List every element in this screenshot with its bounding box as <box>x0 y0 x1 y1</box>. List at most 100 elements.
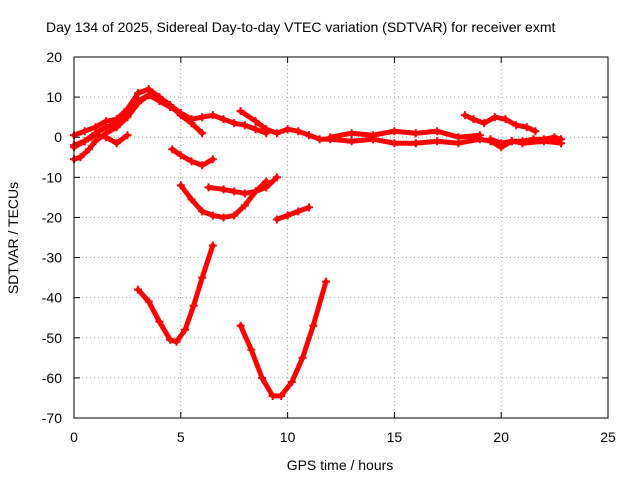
data-point <box>240 189 249 198</box>
data-point <box>187 195 196 204</box>
data-point <box>189 301 198 310</box>
y-tick-label: -60 <box>42 370 62 386</box>
data-point <box>84 145 93 154</box>
data-point <box>531 127 540 136</box>
data-point <box>230 187 239 196</box>
data-point <box>347 129 356 138</box>
data-point <box>390 127 399 136</box>
y-tick-label: -20 <box>42 209 62 225</box>
data-point <box>272 215 281 224</box>
data-point <box>268 391 277 400</box>
data-point <box>230 119 239 128</box>
data-point <box>512 121 521 130</box>
data-point <box>490 113 499 122</box>
data-point <box>176 109 185 118</box>
data-point <box>236 107 245 116</box>
data-point <box>230 211 239 220</box>
data-point <box>326 133 335 142</box>
data-point <box>294 127 303 136</box>
series-arc-9 <box>135 243 216 345</box>
data-point <box>240 201 249 210</box>
data-point <box>501 115 510 124</box>
data-point <box>236 321 245 330</box>
series-arc-13 <box>462 112 538 134</box>
data-point <box>272 173 281 182</box>
data-point <box>134 89 143 98</box>
data-point <box>198 207 207 216</box>
y-tick-label: 0 <box>54 129 62 145</box>
series-arc-3 <box>71 92 184 162</box>
data-point <box>251 125 260 134</box>
data-point <box>322 277 331 286</box>
y-tick-label: -30 <box>42 250 62 266</box>
data-point <box>298 353 307 362</box>
x-axis-label: GPS time / hours <box>287 457 394 473</box>
data-point <box>507 137 516 146</box>
data-point <box>219 115 228 124</box>
data-point <box>168 145 177 154</box>
x-tick-label: 25 <box>600 429 616 445</box>
data-point <box>219 213 228 222</box>
data-point <box>198 129 207 138</box>
x-tick-label: 15 <box>387 429 403 445</box>
data-point <box>433 137 442 146</box>
data-point <box>166 335 175 344</box>
data-point <box>112 123 121 132</box>
data-point <box>187 157 196 166</box>
data-point <box>208 155 217 164</box>
data-point <box>198 113 207 122</box>
data-point <box>80 127 89 136</box>
data-point <box>155 317 164 326</box>
data-point <box>272 129 281 138</box>
data-point <box>262 125 271 134</box>
series-arc-8 <box>274 204 312 222</box>
data-point <box>539 135 548 144</box>
data-point <box>247 345 256 354</box>
y-tick-label: 10 <box>46 89 62 105</box>
data-point <box>134 285 143 294</box>
y-tick-label: -50 <box>42 330 62 346</box>
data-point <box>76 153 85 162</box>
data-point <box>304 203 313 212</box>
data-point <box>309 321 318 330</box>
data-point <box>304 131 313 140</box>
data-point <box>283 125 292 134</box>
data-point <box>475 131 484 140</box>
data-point <box>198 273 207 282</box>
data-point <box>283 211 292 220</box>
data-point <box>172 337 181 346</box>
data-point <box>208 241 217 250</box>
data-point <box>187 115 196 124</box>
data-point <box>198 161 207 170</box>
x-tick-label: 20 <box>493 429 509 445</box>
data-point <box>219 185 228 194</box>
x-tick-label: 0 <box>70 429 78 445</box>
y-tick-label: -70 <box>42 410 62 426</box>
data-point <box>460 111 469 120</box>
data-point <box>557 135 566 144</box>
y-axis-label: SDTVAR / TECUs <box>5 182 21 294</box>
plot-frame <box>73 56 609 419</box>
data-point <box>91 131 100 140</box>
data-point <box>454 133 463 142</box>
data-point <box>411 139 420 148</box>
data-point <box>294 207 303 216</box>
series-arc-10 <box>238 279 329 399</box>
data-point <box>144 91 153 100</box>
data-point <box>550 133 559 142</box>
data-point <box>277 391 286 400</box>
data-point <box>497 139 506 148</box>
data-point <box>390 139 399 148</box>
y-tick-label: 20 <box>46 49 62 65</box>
data-point <box>208 111 217 120</box>
data-point <box>529 135 538 144</box>
data-point <box>123 113 132 122</box>
data-point <box>251 117 260 126</box>
data-point <box>486 135 495 144</box>
data-point <box>518 137 527 146</box>
data-point <box>166 101 175 110</box>
data-point <box>80 137 89 146</box>
data-point <box>315 135 324 144</box>
data-point <box>134 99 143 108</box>
